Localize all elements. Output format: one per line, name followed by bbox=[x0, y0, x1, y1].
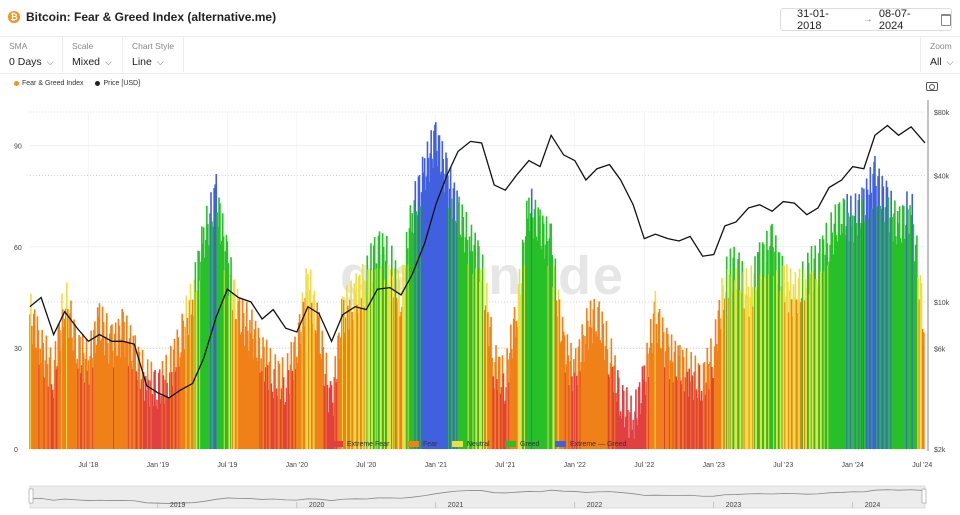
minimap-handle-right[interactable] bbox=[921, 488, 927, 504]
minimap[interactable]: 2019 2020 2021 2022 2023 2024 bbox=[28, 485, 927, 509]
x-tick-label: Jan '19 bbox=[147, 462, 169, 469]
x-tick-label: Jul '24 bbox=[912, 462, 932, 469]
bottom-legend: Extreme Fear Fear Neutral Greed Extreme — Gr… bbox=[332, 441, 627, 448]
date-range-picker[interactable]: 31-01-2018 → 08-07-2024 bbox=[780, 7, 952, 32]
legend-item-price[interactable]: Price [USD] bbox=[95, 80, 140, 87]
legend-label: Greed bbox=[520, 441, 540, 448]
chart-style-value[interactable]: Line bbox=[132, 56, 152, 68]
fng-series bbox=[29, 122, 925, 449]
scale-select[interactable]: Scale Mixed ⌵ bbox=[72, 41, 112, 71]
legend-label-price: Price [USD] bbox=[103, 80, 141, 87]
zoom-select[interactable]: Zoom All ⌵ bbox=[930, 41, 954, 71]
x-tick-label: Jul '20 bbox=[356, 462, 376, 469]
y-left-tick-label: 60 bbox=[14, 245, 22, 252]
legend-label: Fear bbox=[423, 441, 438, 448]
legend-label: Extreme Fear bbox=[347, 441, 390, 448]
sma-value[interactable]: 0 Days bbox=[9, 56, 42, 68]
x-tick-label: Jul '22 bbox=[634, 462, 654, 469]
sma-label: SMA bbox=[9, 41, 28, 51]
minimap-frame bbox=[29, 485, 926, 509]
y-right-tick-label: $10k bbox=[934, 300, 950, 307]
chart-style-select[interactable]: Chart Style Line ⌵ bbox=[132, 41, 174, 71]
title-wrap: ₿ Bitcoin: Fear & Greed Index (alternati… bbox=[8, 10, 276, 24]
divider bbox=[183, 37, 184, 72]
minimap-tick-label: 2020 bbox=[309, 502, 325, 509]
date-from[interactable]: 31-01-2018 bbox=[797, 7, 829, 32]
chart-title: Bitcoin: Fear & Greed Index (alternative… bbox=[26, 10, 277, 24]
sma-select[interactable]: SMA 0 Days ⌵ bbox=[9, 41, 54, 71]
legend-label-fng: Fear & Greed Index bbox=[22, 80, 84, 87]
y-left-tick-label: 90 bbox=[14, 144, 22, 151]
y-left-tick-label: 30 bbox=[14, 346, 22, 353]
date-arrow: → bbox=[862, 14, 873, 25]
minimap-tick-label: 2022 bbox=[587, 502, 603, 509]
scale-value[interactable]: Mixed bbox=[72, 56, 101, 68]
x-tick-label: Jan '20 bbox=[286, 462, 308, 469]
legend-swatch bbox=[408, 441, 419, 447]
price-series bbox=[29, 124, 926, 399]
price-line bbox=[29, 124, 926, 399]
x-tick-label: Jul '21 bbox=[495, 462, 515, 469]
legend-dot-icon bbox=[14, 80, 19, 86]
x-tick-label: Jan '23 bbox=[703, 462, 725, 469]
y-left-tick-label: 0 bbox=[14, 447, 18, 454]
chevron-down-icon: ⌵ bbox=[105, 57, 112, 67]
zoom-label: Zoom bbox=[930, 41, 952, 51]
minimap-tick-label: 2024 bbox=[865, 502, 881, 509]
divider bbox=[122, 37, 123, 72]
axes: 0 30 60 90 $2k $6k $10k $40k $80k Jul '18 Jan '19 J… bbox=[14, 100, 950, 469]
minimap-handle-left[interactable] bbox=[28, 488, 34, 504]
legend-swatch bbox=[332, 441, 343, 447]
chart-style-label: Chart Style bbox=[132, 41, 175, 51]
divider bbox=[920, 37, 921, 72]
top-legend: Fear & Greed Index Price [USD] bbox=[14, 80, 140, 87]
x-tick-label: Jan '21 bbox=[425, 462, 447, 469]
minimap-tick-label: 2021 bbox=[448, 502, 464, 509]
legend-swatch bbox=[505, 441, 516, 447]
legend-swatch bbox=[452, 441, 463, 447]
camera-icon[interactable] bbox=[926, 82, 938, 91]
chevron-down-icon: ⌵ bbox=[946, 57, 954, 67]
scale-label: Scale bbox=[72, 41, 94, 51]
chevron-down-icon: ⌵ bbox=[46, 57, 54, 67]
zoom-value[interactable]: All bbox=[930, 56, 942, 68]
x-tick-label: Jan '24 bbox=[842, 462, 864, 469]
x-tick-label: Jan '22 bbox=[564, 462, 586, 469]
y-right-tick-label: $80k bbox=[934, 110, 950, 117]
bitcoin-icon: ₿ bbox=[8, 11, 20, 23]
y-right-tick-label: $2k bbox=[934, 447, 946, 454]
x-tick-label: Jul '18 bbox=[78, 462, 98, 469]
date-to[interactable]: 08-07-2024 bbox=[878, 7, 911, 32]
legend-label: Extreme — Greed bbox=[570, 441, 627, 448]
minimap-tick-label: 2023 bbox=[726, 502, 742, 509]
controls-bar: SMA 0 Days ⌵ Scale Mixed ⌵ Chart Style Lin… bbox=[0, 37, 960, 74]
x-tick-label: Jul '19 bbox=[217, 462, 237, 469]
y-right-tick-label: $6k bbox=[934, 347, 946, 354]
chart-header: ₿ Bitcoin: Fear & Greed Index (alternati… bbox=[0, 0, 960, 37]
minimap-tick-label: 2019 bbox=[170, 502, 186, 509]
legend-dot-icon bbox=[95, 80, 101, 86]
divider bbox=[62, 37, 63, 72]
y-right-tick-label: $40k bbox=[934, 173, 950, 180]
legend-label: Neutral bbox=[467, 441, 490, 448]
minimap-price-line bbox=[29, 489, 926, 504]
chevron-down-icon: ⌵ bbox=[156, 57, 164, 67]
legend-item-fng[interactable]: Fear & Greed Index bbox=[14, 80, 83, 87]
legend-swatch bbox=[555, 441, 566, 447]
x-tick-label: Jul '23 bbox=[773, 462, 793, 469]
calendar-icon[interactable] bbox=[940, 13, 952, 26]
